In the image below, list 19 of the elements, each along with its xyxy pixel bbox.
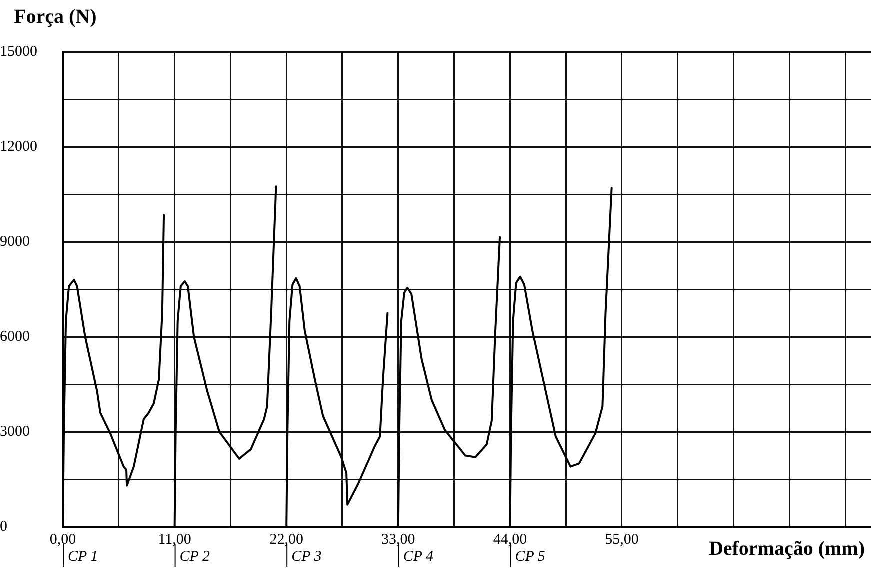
y-axis-title: Força (N) [14, 6, 97, 28]
text: CP 4 [403, 548, 434, 565]
text: CP 5 [515, 548, 546, 565]
x-tick-label: 0,00 [50, 532, 76, 548]
y-tick-label: 3000 [0, 424, 30, 440]
text: CP 3 [292, 548, 322, 565]
x-tick-label: 33,00 [382, 532, 416, 548]
x-tick-label: 22,00 [270, 532, 304, 548]
y-tick-label: 15000 [0, 44, 38, 60]
text: CP 1 [68, 548, 98, 565]
y-tick-label: 0 [0, 518, 8, 535]
y-tick-label: 9000 [0, 234, 30, 250]
text: CP 2 [180, 548, 210, 565]
x-tick-label: 11,00 [158, 532, 192, 548]
x-axis-title: Deformação (mm) [708, 538, 865, 560]
y-tick-label: 12000 [0, 138, 38, 155]
x-tick-label: 55,00 [605, 532, 639, 548]
y-tick-label: 6000 [0, 328, 30, 345]
x-tick-label: 44,00 [493, 532, 528, 548]
